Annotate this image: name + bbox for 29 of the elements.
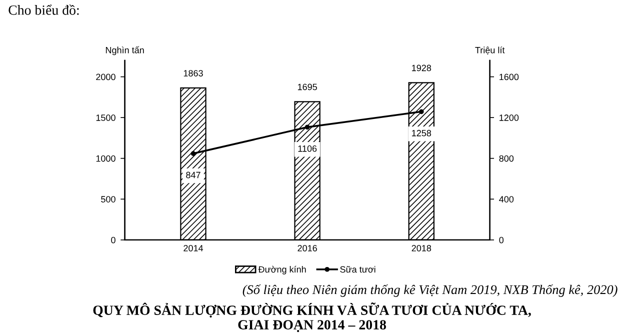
text: QUY MÔ SẢN LƯỢNG ĐƯỜNG KÍNH VÀ SỮA TƯƠI CỦA NƯỚC TA, GIAI ĐOẠN 2014 – 2018 (93, 302, 531, 332)
data-label: 1258 (412, 130, 432, 136)
data-label: 1863 (184, 70, 203, 76)
y-tick-label: 2000 (96, 74, 116, 80)
y2-tick-label: 1200 (500, 114, 519, 121)
point (304, 124, 310, 130)
x-tick-label: 2016 (298, 245, 317, 252)
text: Cho biểu đồ: (8, 4, 79, 15)
y-axis-title: Nghìn tấn (106, 46, 144, 56)
data-label: 1695 (298, 84, 317, 90)
y-tick-label: 1000 (96, 155, 116, 162)
data-label: 1106 (298, 145, 317, 152)
y-tick-label: 1500 (96, 114, 116, 121)
y2-tick-label: 0 (499, 236, 504, 244)
point (190, 151, 196, 156)
x-tick-label: 2018 (412, 245, 432, 252)
y2-tick-label: 1600 (500, 74, 519, 80)
y2-tick-label: 800 (499, 155, 514, 162)
y2-axis-title: Triệu lít (475, 46, 505, 55)
legend-label: Sữa tươi (340, 266, 376, 273)
y2-tick-label: 400 (499, 196, 514, 202)
point (418, 109, 424, 114)
y-tick-label: 0 (111, 236, 116, 244)
y-tick-label: 500 (101, 196, 116, 202)
data-label: 1928 (412, 64, 432, 72)
x-tick-label: 2014 (184, 245, 204, 252)
text: (Số liệu theo Niên giám thống kê Việt Nam 2019, NXB Thống kê, 2020) (242, 284, 618, 297)
data-label: 847 (186, 172, 200, 178)
legend-label: Đường kính (258, 266, 306, 274)
